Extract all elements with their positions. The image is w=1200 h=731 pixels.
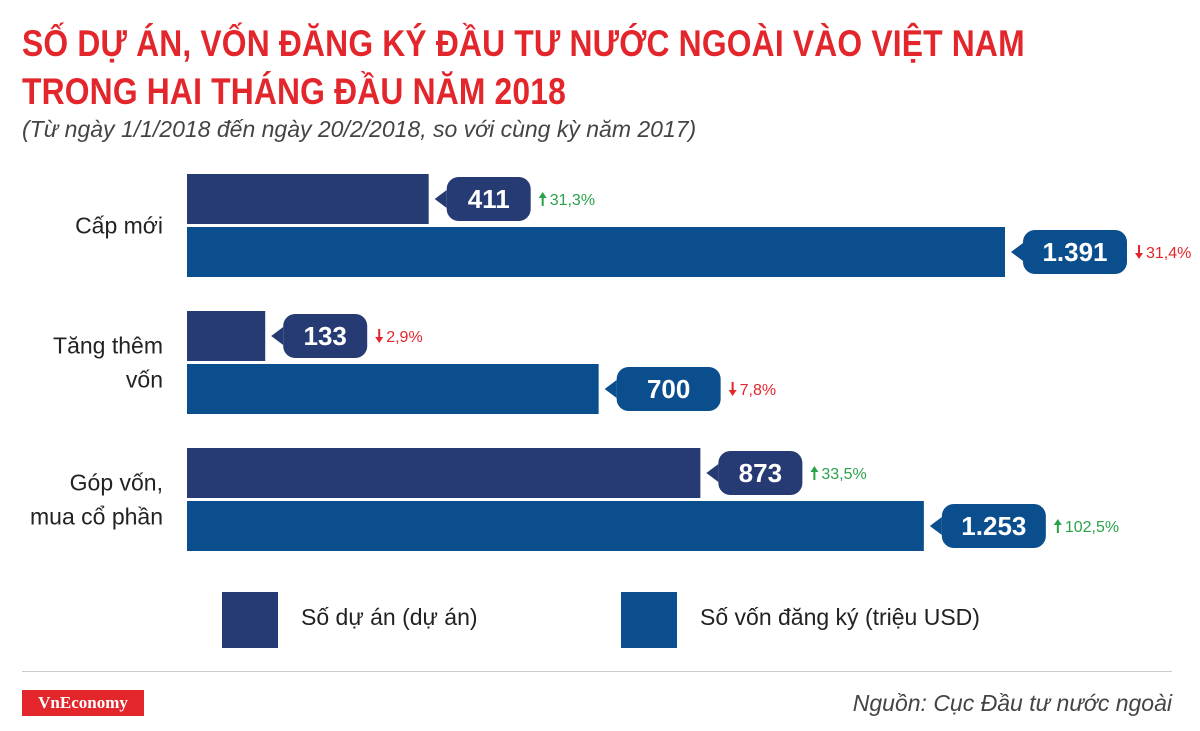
category-label: vốn bbox=[126, 367, 163, 393]
arrow-down-icon-stem bbox=[378, 329, 381, 338]
page-title-line-2: TRONG HAI THÁNG ĐẦU NĂM 2018 bbox=[22, 71, 567, 112]
bar bbox=[187, 364, 599, 414]
callout-bubble bbox=[941, 504, 1046, 548]
data-label: 133 bbox=[304, 321, 347, 351]
page-subtitle: (Từ ngày 1/1/2018 đến ngày 20/2/2018, so… bbox=[22, 116, 697, 142]
footer-divider bbox=[22, 671, 1172, 672]
legend-swatch-projects bbox=[222, 592, 278, 648]
data-label: 873 bbox=[739, 458, 782, 488]
category-label: mua cổ phần bbox=[30, 504, 163, 530]
change-label: 31,3% bbox=[550, 192, 595, 209]
source-note: Nguồn: Cục Đầu tư nước ngoài bbox=[852, 690, 1172, 716]
change-label: 2,9% bbox=[386, 329, 422, 346]
callout-pointer bbox=[706, 464, 719, 482]
data-label: 700 bbox=[647, 374, 690, 404]
callout-pointer bbox=[604, 380, 617, 398]
bar bbox=[187, 311, 266, 361]
callout-pointer bbox=[1011, 243, 1023, 261]
change-label: 33,5% bbox=[821, 466, 866, 483]
arrow-up-icon bbox=[538, 192, 547, 198]
category-label: Tăng thêm bbox=[53, 333, 163, 359]
data-label: 1.391 bbox=[1042, 237, 1107, 267]
change-label: 7,8% bbox=[740, 382, 776, 399]
data-label: 1.253 bbox=[961, 511, 1026, 541]
arrow-down-icon bbox=[1135, 253, 1143, 259]
category-label: Cấp mới bbox=[75, 213, 163, 239]
arrow-up-icon-stem bbox=[813, 471, 816, 480]
callout-bubble bbox=[283, 314, 368, 358]
bar-chart: Cấp mới 411 31,3% 1.391 31,4% Tăng thêm vốn 133… bbox=[30, 174, 1191, 551]
legend-label-projects: Số dự án (dự án) bbox=[301, 604, 478, 630]
bar bbox=[187, 501, 924, 551]
callout-pointer bbox=[929, 517, 942, 535]
arrow-down-icon-stem bbox=[1138, 245, 1140, 254]
bar bbox=[187, 174, 429, 224]
callout-bubble bbox=[1023, 230, 1127, 274]
arrow-up-icon-stem bbox=[1056, 524, 1059, 533]
arrow-up-icon bbox=[810, 466, 819, 472]
page-title-line-1: SỐ DỰ ÁN, VỐN ĐĂNG KÝ ĐẦU TƯ NƯỚC NGOÀI … bbox=[22, 23, 1025, 64]
change-label: 102,5% bbox=[1065, 519, 1119, 536]
callout-bubble bbox=[616, 367, 721, 411]
bar bbox=[187, 227, 1005, 277]
change-label: 31,4% bbox=[1146, 245, 1191, 262]
arrow-down-icon-stem bbox=[731, 382, 734, 391]
vneconomy-logo: VnEconomy bbox=[22, 690, 144, 716]
arrow-down-icon bbox=[375, 337, 384, 343]
legend-swatch-capital bbox=[621, 592, 677, 648]
bar bbox=[187, 448, 701, 498]
legend-label-capital: Số vốn đăng ký (triệu USD) bbox=[700, 604, 980, 630]
callout-pointer bbox=[434, 190, 447, 208]
arrow-down-icon bbox=[728, 390, 737, 396]
callout-pointer bbox=[271, 327, 284, 345]
data-label: 411 bbox=[468, 184, 510, 214]
arrow-up-icon-stem bbox=[541, 197, 544, 206]
callout-bubble bbox=[446, 177, 531, 221]
callout-bubble bbox=[718, 451, 803, 495]
arrow-up-icon bbox=[1053, 519, 1062, 525]
category-label: Góp vốn, bbox=[70, 470, 163, 496]
